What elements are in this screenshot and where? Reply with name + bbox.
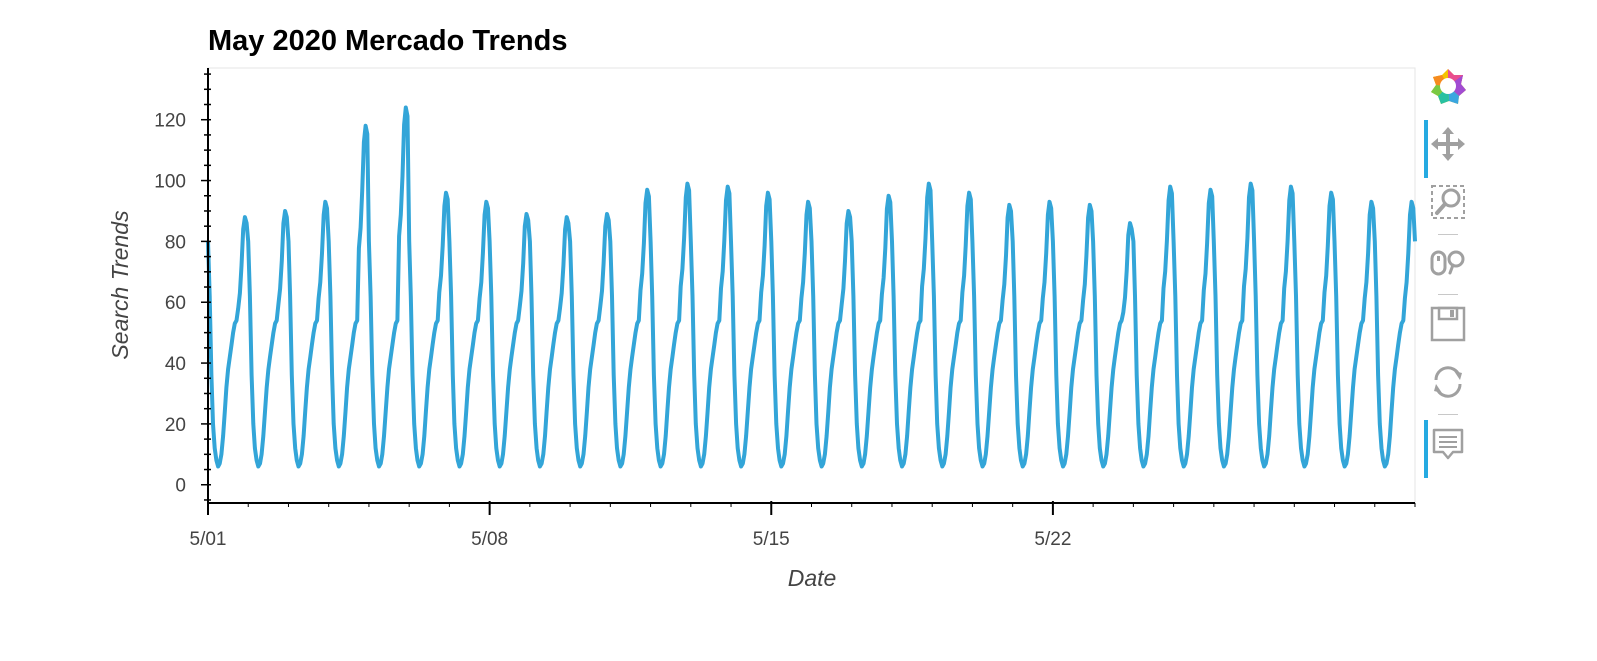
x-axis-ticks: 5/01 5/08 5/15 5/22 xyxy=(190,501,1416,550)
reset-icon xyxy=(1434,366,1462,398)
x-axis-label: Date xyxy=(788,565,837,591)
x-tick-label: 5/22 xyxy=(1034,529,1071,550)
y-tick-label: 40 xyxy=(165,354,186,375)
y-tick-label: 20 xyxy=(165,415,186,436)
bokeh-logo-icon xyxy=(1431,69,1466,104)
bokeh-logo[interactable] xyxy=(1428,66,1468,106)
hover-tool-active-indicator xyxy=(1424,420,1428,478)
box-zoom-tool[interactable] xyxy=(1428,182,1468,222)
hover-tool[interactable] xyxy=(1424,420,1468,478)
y-tick-label: 120 xyxy=(154,111,186,132)
x-tick-label: 5/01 xyxy=(190,529,227,550)
wheel-zoom-tool[interactable] xyxy=(1428,242,1468,282)
x-tick-label: 5/15 xyxy=(753,529,790,550)
chart-title: May 2020 Mercado Trends xyxy=(208,25,567,57)
y-axis-label: Search Trends xyxy=(107,210,133,360)
y-tick-label: 60 xyxy=(165,293,186,314)
pan-tool-active-indicator xyxy=(1424,120,1428,178)
y-tick-label: 100 xyxy=(154,172,186,193)
hover-icon xyxy=(1432,428,1464,460)
wheel-zoom-icon xyxy=(1430,250,1465,276)
reset-tool[interactable] xyxy=(1428,362,1468,402)
y-axis-ticks: 0 20 40 60 80 100 120 xyxy=(154,73,211,501)
pan-tool[interactable] xyxy=(1424,120,1468,178)
toolbar-separator xyxy=(1438,234,1458,235)
series-line xyxy=(206,105,1417,469)
y-tick-label: 80 xyxy=(165,232,186,253)
box-zoom-icon xyxy=(1431,185,1465,219)
chart-toolbar xyxy=(1418,62,1474,482)
y-tick-label: 0 xyxy=(175,476,186,497)
toolbar-separator xyxy=(1438,414,1458,415)
save-tool[interactable] xyxy=(1428,304,1468,344)
toolbar-separator xyxy=(1438,294,1458,295)
pan-icon xyxy=(1431,127,1465,161)
save-icon xyxy=(1430,306,1466,342)
x-tick-label: 5/08 xyxy=(471,529,508,550)
